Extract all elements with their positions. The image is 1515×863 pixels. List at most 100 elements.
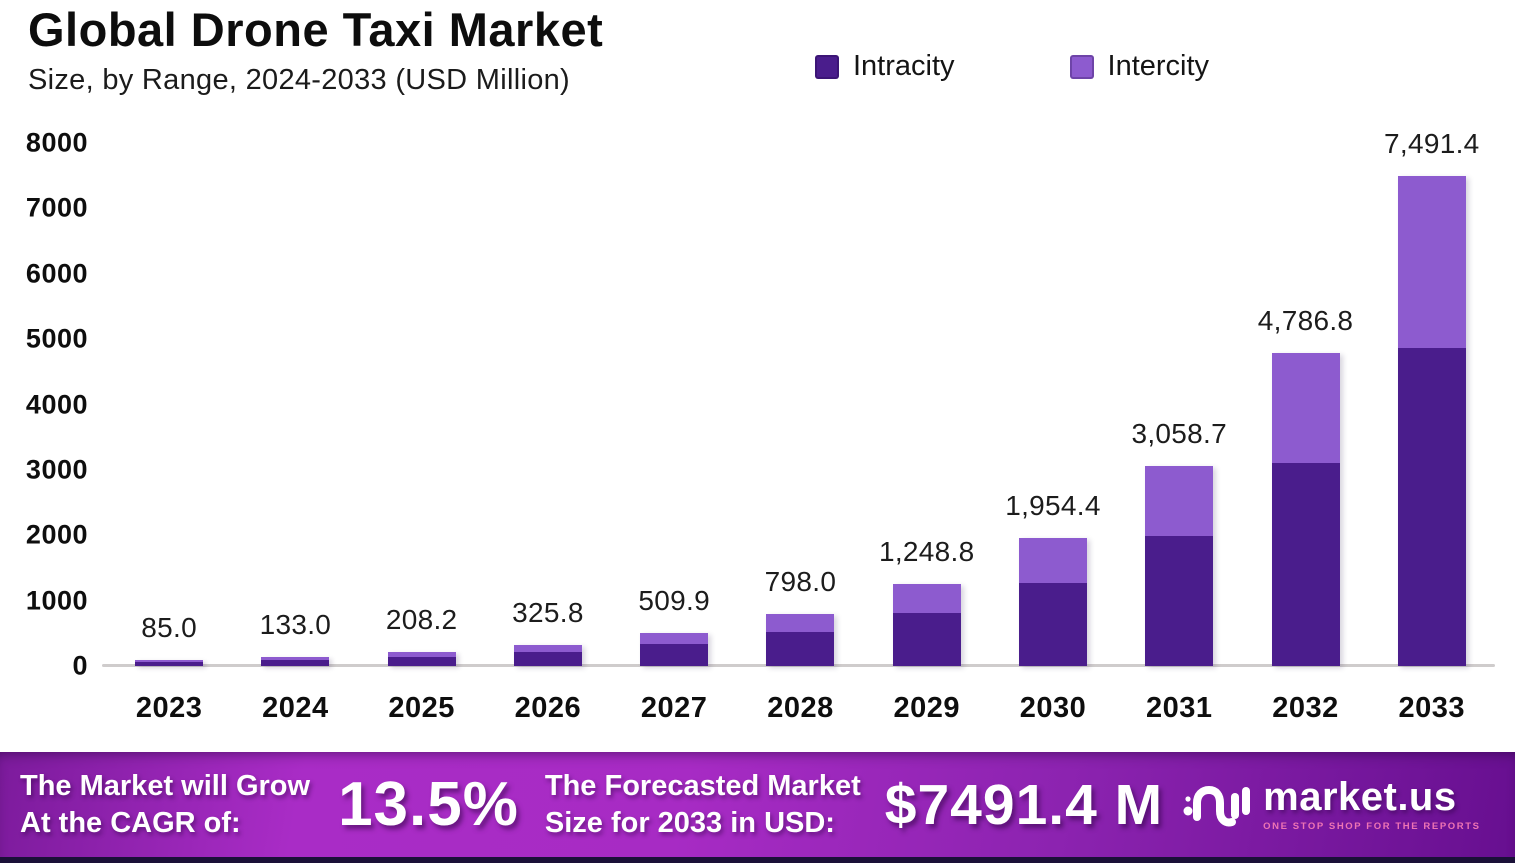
intercity-swatch-icon	[1069, 54, 1094, 79]
chart-legend: Intracity Intercity	[815, 50, 1209, 83]
bar-value-label: 509.9	[638, 584, 710, 616]
y-axis-tick-label: 7000	[25, 192, 88, 223]
y-axis-tick-label: 8000	[25, 127, 88, 158]
bar-chart-plot-area: 85.0 2023 133.0 2024 208.2 2025 325.8 2026 509.9…	[106, 128, 1495, 740]
intracity-segment	[766, 632, 835, 666]
cagr-label-line1: The Market will Grow	[20, 770, 311, 803]
bar-group-2033: 7,491.4 2033	[1369, 128, 1495, 740]
y-axis-tick-label: 0	[72, 650, 88, 681]
bar-value-label: 1,248.8	[878, 536, 975, 568]
intracity-segment	[892, 612, 961, 666]
intercity-segment	[135, 660, 204, 663]
bar-group-2030: 1,954.4 2030	[990, 143, 1116, 740]
intercity-segment	[1018, 538, 1087, 583]
intercity-segment	[1397, 176, 1466, 348]
bar-group-2027: 509.9 2027	[611, 143, 737, 740]
bar-stack	[766, 613, 835, 666]
x-axis-label: 2024	[262, 691, 329, 724]
intercity-segment	[892, 584, 961, 613]
x-axis-label-area: 2024	[262, 666, 329, 740]
bar-stack	[387, 652, 456, 666]
y-axis-tick-label: 3000	[25, 454, 88, 485]
x-axis-label: 2023	[135, 691, 203, 724]
brand-tagline: ONE STOP SHOP FOR THE REPORTS	[1263, 821, 1481, 833]
bar-stack	[261, 657, 330, 666]
intracity-segment	[387, 657, 456, 666]
bar-value-label: 4,786.8	[1257, 305, 1354, 337]
chart-title: Global Drone Taxi Market	[28, 3, 604, 56]
bar-group-2031: 3,058.7 2031	[1116, 143, 1242, 740]
marketus-brand: market.us ONE STOP SHOP FOR THE REPORTS	[1181, 777, 1480, 833]
intercity-segment	[513, 644, 582, 653]
marketus-wordmark: market.us ONE STOP SHOP FOR THE REPORTS	[1263, 777, 1480, 832]
bar-value-label: 1,954.4	[1005, 490, 1101, 522]
intracity-segment	[261, 660, 330, 666]
bar-value-label: 133.0	[259, 609, 332, 641]
y-axis-tick-label: 2000	[25, 519, 88, 550]
x-axis-label: 2029	[893, 691, 960, 724]
x-axis-label-area: 2033	[1399, 666, 1466, 740]
brand-name: market.us	[1263, 775, 1457, 820]
bar-value-label: 798.0	[764, 565, 837, 597]
x-axis-label-area: 2032	[1272, 666, 1339, 740]
bar-stack	[1145, 466, 1214, 666]
bar-stack	[1397, 176, 1466, 666]
bar-value-label: 208.2	[385, 604, 458, 636]
x-axis-label: 2025	[388, 691, 455, 724]
x-axis-label-area: 2031	[1146, 666, 1213, 740]
intercity-segment	[640, 632, 709, 645]
x-axis-label-area: 2028	[767, 666, 834, 740]
marketus-logo-icon	[1183, 785, 1251, 826]
intercity-segment	[1145, 466, 1214, 537]
y-axis: 0 1000 2000 3000 4000 5000 6000 7000 8000	[0, 128, 88, 681]
legend-label-intracity: Intracity	[853, 50, 955, 82]
bar-group-2026: 325.8 2026	[485, 143, 611, 740]
x-axis-label: 2028	[767, 691, 834, 724]
intracity-segment	[640, 644, 709, 666]
legend-item-intracity: Intracity	[815, 50, 955, 83]
legend-label-intercity: Intercity	[1107, 50, 1210, 82]
bar-group-2032: 4,786.8 2032	[1243, 143, 1369, 740]
bar-value-label: 3,058.7	[1131, 418, 1228, 450]
y-axis-tick-label: 6000	[25, 258, 88, 289]
x-axis-label: 2033	[1398, 691, 1466, 724]
bar-value-label: 85.0	[141, 612, 197, 644]
intercity-segment	[1271, 353, 1340, 463]
intracity-segment	[1018, 582, 1087, 666]
x-axis-label: 2026	[514, 691, 582, 724]
forecast-value: $7491.4 M	[884, 772, 1164, 837]
summary-banner: The Market will Grow At the CAGR of: 13.…	[0, 752, 1515, 863]
forecast-label-line2: Size for 2033 in USD:	[544, 806, 835, 839]
bar-group-2025: 208.2 2025	[359, 143, 485, 740]
intracity-segment	[135, 662, 204, 666]
x-axis-label: 2031	[1145, 691, 1213, 724]
intracity-segment	[1397, 347, 1466, 666]
intracity-segment	[513, 652, 582, 666]
x-axis-label-area: 2029	[893, 666, 960, 740]
y-axis-tick-label: 5000	[25, 323, 88, 354]
forecast-label: The Forecasted Market Size for 2033 in U…	[545, 768, 861, 841]
bar-stack	[892, 584, 961, 666]
chart-subtitle: Size, by Range, 2024-2033 (USD Million)	[28, 63, 571, 96]
cagr-label: The Market will Grow At the CAGR of:	[20, 768, 310, 841]
bar-stack	[1018, 538, 1087, 666]
intercity-segment	[387, 652, 456, 658]
y-axis-tick-label: 4000	[25, 389, 88, 419]
intracity-segment	[1145, 536, 1214, 666]
legend-item-intercity: Intercity	[1069, 50, 1210, 83]
intracity-swatch-icon	[815, 54, 839, 79]
bar-value-label: 325.8	[512, 596, 584, 628]
cagr-label-line2: At the CAGR of:	[20, 806, 241, 839]
bar-stack	[1271, 353, 1340, 666]
x-axis-label: 2027	[640, 691, 708, 724]
x-axis-label-area: 2023	[136, 666, 203, 740]
x-axis-label: 2030	[1019, 691, 1087, 724]
bar-group-2028: 798.0 2028	[737, 143, 863, 740]
bar-stack	[640, 632, 709, 666]
bar-stack	[513, 644, 582, 666]
bar-group-2029: 1,248.8 2029	[864, 143, 990, 740]
x-axis-label-area: 2030	[1020, 666, 1087, 740]
bar-group-2023: 85.0 2023	[106, 143, 232, 740]
bar-value-label: 7,491.4	[1384, 128, 1480, 160]
